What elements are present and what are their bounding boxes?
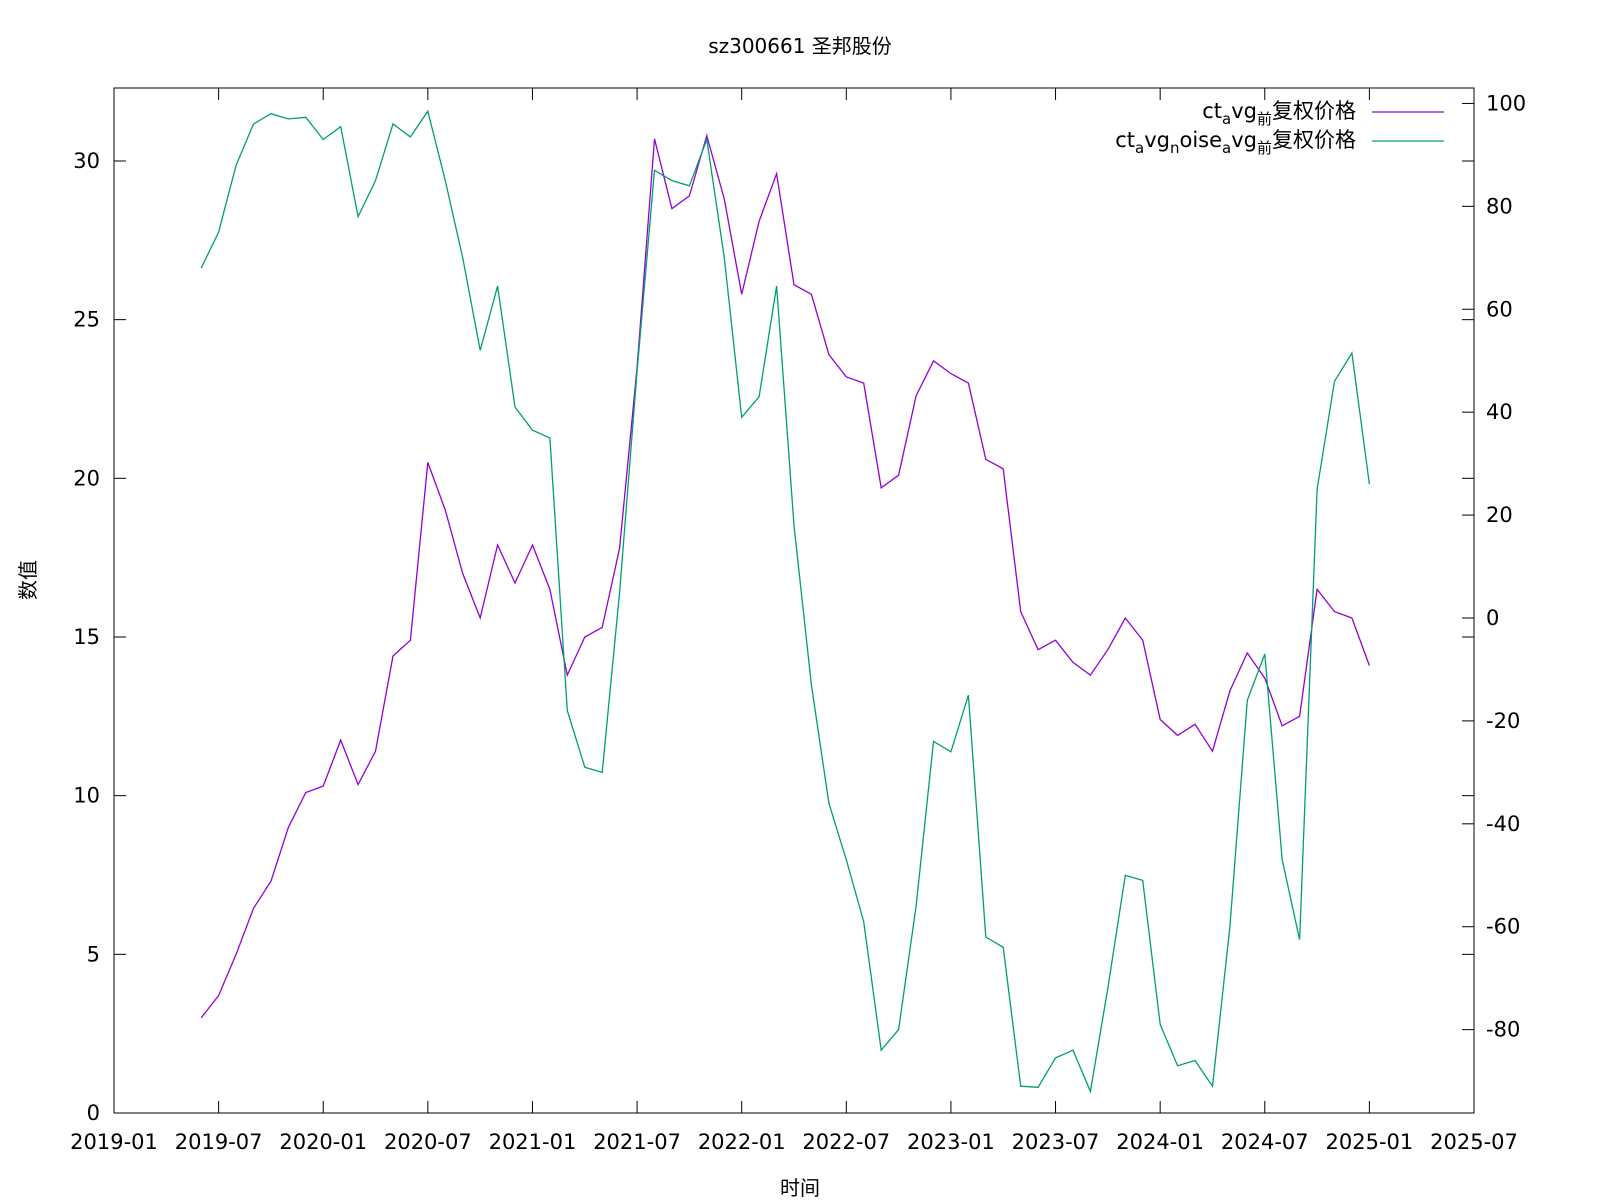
- y-left-tick-label: 10: [73, 784, 100, 808]
- y-right-tick-label: 40: [1486, 400, 1513, 424]
- x-tick-label: 2024-07: [1221, 1130, 1309, 1154]
- x-tick-label: 2019-01: [70, 1130, 158, 1154]
- x-tick-label: 2019-07: [175, 1130, 263, 1154]
- y-right-tick-label: -40: [1486, 812, 1520, 836]
- x-tick-label: 2025-07: [1430, 1130, 1518, 1154]
- y-right-tick-label: -80: [1486, 1018, 1520, 1042]
- x-tick-label: 2025-01: [1326, 1130, 1414, 1154]
- y-left-tick-label: 30: [73, 149, 100, 173]
- y-right-tick-label: 60: [1486, 297, 1513, 321]
- y-right-tick-label: 100: [1486, 91, 1526, 115]
- y-left-tick-label: 25: [73, 308, 100, 332]
- y-right-tick-label: 20: [1486, 503, 1513, 527]
- y-right-tick-label: 80: [1486, 194, 1513, 218]
- y-left-tick-label: 0: [87, 1101, 100, 1125]
- plot-frame: [113, 87, 1475, 1114]
- y-right-tick-label: 0: [1486, 606, 1499, 630]
- y-left-tick-label: 20: [73, 466, 100, 490]
- x-tick-label: 2021-07: [593, 1130, 681, 1154]
- chart-title: sz300661 圣邦股份: [708, 34, 892, 58]
- x-tick-label: 2020-01: [279, 1130, 367, 1154]
- y-left-tick-label: 5: [87, 942, 100, 966]
- y-left-tick-label: 15: [73, 625, 100, 649]
- series-line-1: [200, 133, 1371, 1019]
- x-tick-label: 2021-01: [489, 1130, 577, 1154]
- x-tick-label: 2022-01: [698, 1130, 786, 1154]
- series-line-2: [200, 109, 1371, 1094]
- left-y-axis-ticks: 0 5 10 15 20 25 30: [73, 149, 1474, 1125]
- legend-label-2: ctavgnoiseavg前复权价格: [1115, 128, 1356, 157]
- x-axis-label: 时间: [780, 1176, 820, 1200]
- y-right-tick-label: -20: [1486, 709, 1520, 733]
- x-axis-ticks: 2019-01 2019-07 2020-01 2020-07 2021-01 2021-…: [70, 88, 1518, 1154]
- x-tick-label: 2023-01: [907, 1130, 995, 1154]
- x-tick-label: 2023-07: [1012, 1130, 1100, 1154]
- y-right-tick-label: -60: [1486, 915, 1520, 939]
- x-tick-label: 2022-07: [802, 1130, 890, 1154]
- series-lines: [200, 109, 1371, 1094]
- x-tick-label: 2020-07: [384, 1130, 472, 1154]
- x-tick-label: 2024-01: [1116, 1130, 1204, 1154]
- legend-label-1: ctavg前复权价格: [1202, 99, 1356, 128]
- right-y-axis-ticks: -80 -60 -40 -20 0 20 40 60 80 100: [1462, 91, 1526, 1042]
